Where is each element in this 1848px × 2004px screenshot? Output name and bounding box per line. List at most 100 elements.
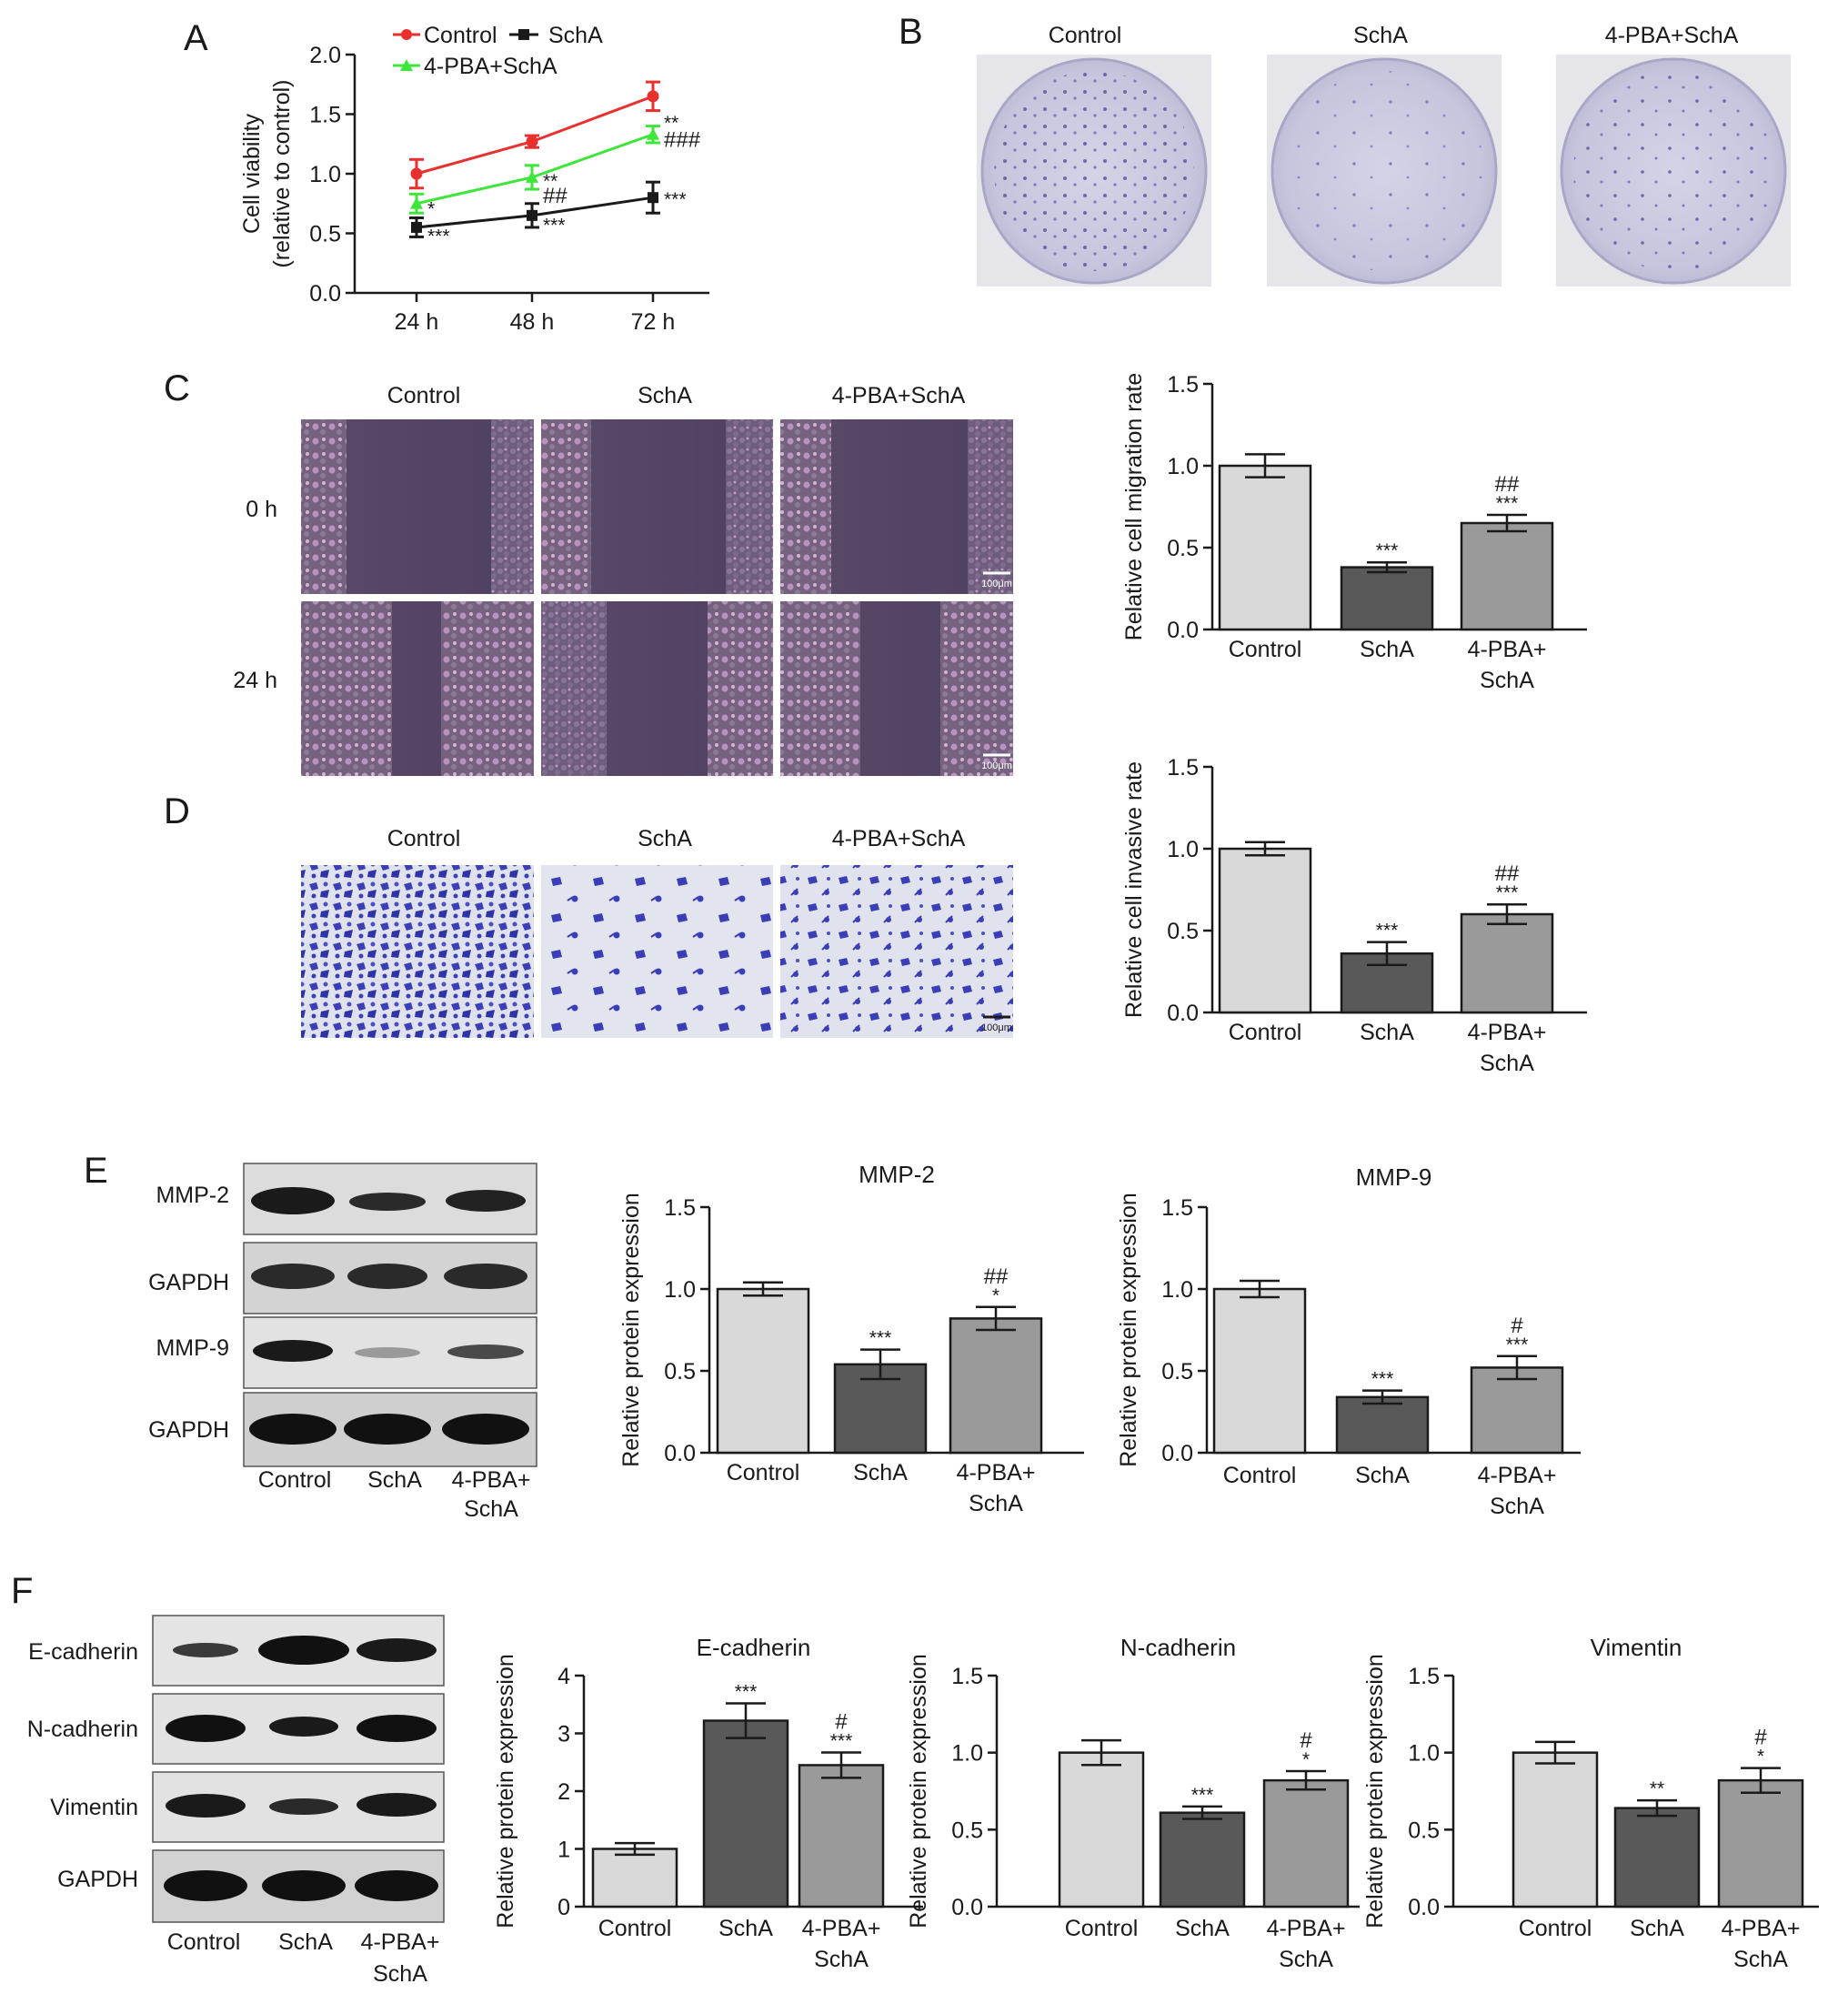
y-tick-label: 0.0 [664, 1441, 696, 1466]
x-tick-label: Control [1519, 1916, 1592, 1941]
significance-mark: *** [1191, 1785, 1214, 1806]
wound-label-scha: SchA [638, 383, 692, 408]
colony-dish-pba [1556, 55, 1791, 287]
x-tick-label: SchA [853, 1460, 908, 1485]
bar-2 [1460, 521, 1554, 631]
bar-2 [1460, 912, 1554, 1014]
x-tick-label-line2: SchA [1480, 1051, 1534, 1076]
y-tick-label: 1.0 [309, 162, 341, 187]
x-tick-label-line2: SchA [814, 1947, 869, 1972]
bar-1 [1159, 1811, 1246, 1908]
x-tick-label-line2: SchA [1733, 1947, 1788, 1972]
x-tick-label: 4-PBA+ [1468, 637, 1547, 662]
y-axis-label: Cell viability [239, 114, 265, 234]
y-tick-label: 1.0 [664, 1277, 696, 1303]
migration-bar-chart: 0.0 0.5 1.0 1.5 Relative cell migration rate… [1121, 372, 1587, 693]
wound-0h-control [301, 419, 534, 594]
blot-e-strip-gapdh1 [243, 1242, 537, 1314]
blot-e-strip-mmp2 [243, 1163, 537, 1235]
y-tick-label: 3 [557, 1722, 570, 1747]
significance-mark-hash: # [1754, 1726, 1767, 1750]
significance-mark: *** [1496, 493, 1519, 514]
legend-label-control: Control [424, 23, 497, 48]
significance-mark: ** [664, 113, 678, 134]
y-tick-label: 0 [557, 1895, 570, 1920]
legend-label-scha: SchA [548, 23, 603, 48]
legend-marker-pba [400, 59, 413, 71]
scale-bar-label-24h: 100μm [981, 760, 1012, 771]
x-tick-label-line2: SchA [1490, 1494, 1544, 1519]
mmp2-bar-chart: 0.0 0.5 1.0 1.5 Relative protein expression M… [618, 1161, 1084, 1516]
bar-0 [1218, 847, 1312, 1014]
y-tick-label: 1.5 [1167, 372, 1199, 398]
blot-f-strip-ncadherin [152, 1693, 445, 1765]
bar-2 [798, 1764, 885, 1908]
panel-letter-c: C [164, 368, 190, 408]
y-tick-label: 0.5 [309, 222, 341, 247]
significance-mark-hash: # [835, 1709, 848, 1734]
y-tick-label: 1.0 [1161, 1277, 1193, 1303]
x-tick-label: 4-PBA+ [1468, 1020, 1547, 1045]
significance-mark: ## [543, 184, 567, 208]
x-tick-label: SchA [1175, 1916, 1230, 1941]
y-tick-label: 0.0 [1167, 1001, 1199, 1026]
significance-mark: *** [735, 1681, 758, 1702]
blot-f-lane-pba-line2: SchA [373, 1961, 427, 1987]
y-tick-label: 0.0 [1161, 1441, 1193, 1466]
y-tick-label: 1.5 [1408, 1664, 1440, 1689]
x-tick-label: 48 h [510, 309, 555, 335]
blot-e: MMP-2 GAPDH MMP-9 GAPDH Contro [148, 1163, 537, 1522]
chart-title: MMP-2 [859, 1161, 935, 1188]
wound-time-0h: 0 h [246, 497, 277, 522]
transwell-scale-bar-label: 100μm [981, 1022, 1012, 1033]
blot-f-strip-gapdh [152, 1849, 445, 1923]
transwell-label-control: Control [387, 826, 461, 851]
significance-mark: *** [543, 216, 566, 237]
significance-mark: * [1302, 1749, 1310, 1770]
colony-label-pba: 4-PBA+SchA [1605, 23, 1739, 48]
blot-e-lane-control: Control [258, 1467, 332, 1493]
y-tick-label: 0.5 [1167, 919, 1199, 944]
data-point [527, 209, 537, 221]
blot-f-strip-ecadherin [152, 1615, 445, 1687]
data-point [647, 90, 659, 103]
y-tick-label: 0.0 [1167, 618, 1199, 643]
x-tick-label: Control [1229, 1020, 1302, 1045]
wound-time-24h: 24 h [233, 668, 277, 693]
y-tick-label: 1 [557, 1838, 570, 1863]
data-point [648, 192, 658, 204]
significance-mark: *** [869, 1328, 892, 1349]
y-tick-label: 0.5 [1161, 1359, 1193, 1385]
y-axis-label: Relative protein expression [1116, 1193, 1141, 1467]
blot-e-lane-scha: SchA [367, 1467, 422, 1493]
y-axis-label: Relative protein expression [906, 1654, 931, 1928]
y-tick-label: 1.0 [1167, 454, 1199, 479]
transwell-pba [780, 865, 1013, 1038]
wound-label-pba: 4-PBA+SchA [832, 383, 966, 408]
y-tick-label: 0.0 [309, 281, 341, 307]
x-tick-label: Control [1223, 1463, 1297, 1488]
blot-e-row-mmp9: MMP-9 [156, 1335, 229, 1361]
y-tick-label: 1.5 [664, 1195, 696, 1221]
significance-mark: ** [543, 171, 557, 192]
legend-marker-control [401, 29, 412, 40]
bar-0 [1212, 1287, 1307, 1455]
blot-f-lane-scha: SchA [278, 1929, 333, 1955]
bar-2 [949, 1317, 1043, 1455]
bar-1 [1340, 566, 1434, 631]
mmp9-bar-chart: 0.0 0.5 1.0 1.5 Relative protein expression M… [1116, 1163, 1581, 1519]
data-point [411, 221, 422, 233]
transwell-label-scha: SchA [638, 826, 692, 851]
wound-images: Control SchA 4-PBA+SchA 0 h 24 h 100μm [233, 383, 1013, 776]
chart-title: MMP-9 [1356, 1163, 1432, 1191]
blot-e-row-gapdh1: GAPDH [148, 1270, 229, 1295]
significance-mark: * [992, 1285, 999, 1306]
bar-2 [1717, 1778, 1804, 1908]
bar-0 [1058, 1751, 1145, 1908]
significance-mark-hash: ## [1495, 861, 1520, 886]
blot-e-lane-pba-line2: SchA [464, 1496, 518, 1522]
viability-line-chart: 0.0 0.5 1.0 1.5 2.0 24 h 48 h 72 h Cell viabilit… [239, 23, 709, 335]
significance-mark: *** [1496, 882, 1519, 903]
bar-0 [716, 1287, 810, 1455]
